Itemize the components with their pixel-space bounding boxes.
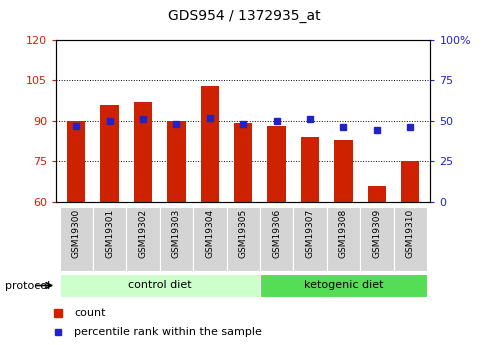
Bar (326, 207, 360, 271)
Bar (160, 207, 193, 271)
Bar (334, 140, 352, 202)
Bar (193, 207, 226, 271)
Bar (400, 161, 419, 202)
Text: GSM19306: GSM19306 (272, 209, 281, 258)
Text: ketogenic diet: ketogenic diet (303, 280, 383, 290)
Bar (200, 86, 219, 202)
Bar (101, 105, 119, 202)
Text: control diet: control diet (128, 280, 191, 290)
Text: GSM19302: GSM19302 (138, 209, 147, 258)
Text: percentile rank within the sample: percentile rank within the sample (74, 327, 262, 337)
Text: GSM19310: GSM19310 (405, 209, 414, 258)
Bar (167, 121, 185, 202)
Text: GSM19309: GSM19309 (372, 209, 381, 258)
Text: protocol: protocol (5, 281, 50, 290)
Bar (134, 102, 152, 202)
Bar (260, 207, 293, 271)
Text: GSM19301: GSM19301 (105, 209, 114, 258)
Bar (93, 207, 126, 271)
Bar (226, 207, 260, 271)
Bar (60, 274, 260, 297)
Text: GSM19305: GSM19305 (238, 209, 247, 258)
Bar (360, 207, 393, 271)
Bar (260, 274, 426, 297)
Bar (67, 121, 85, 202)
Text: GSM19300: GSM19300 (72, 209, 81, 258)
Text: GDS954 / 1372935_at: GDS954 / 1372935_at (168, 9, 320, 23)
Bar (267, 126, 285, 202)
Text: GSM19303: GSM19303 (172, 209, 181, 258)
Text: GSM19304: GSM19304 (205, 209, 214, 258)
Bar (300, 137, 319, 202)
Text: count: count (74, 308, 105, 318)
Bar (234, 124, 252, 202)
Bar (293, 207, 326, 271)
Bar (60, 207, 93, 271)
Text: GSM19308: GSM19308 (338, 209, 347, 258)
Bar (126, 207, 160, 271)
Bar (367, 186, 385, 202)
Text: GSM19307: GSM19307 (305, 209, 314, 258)
Bar (393, 207, 426, 271)
